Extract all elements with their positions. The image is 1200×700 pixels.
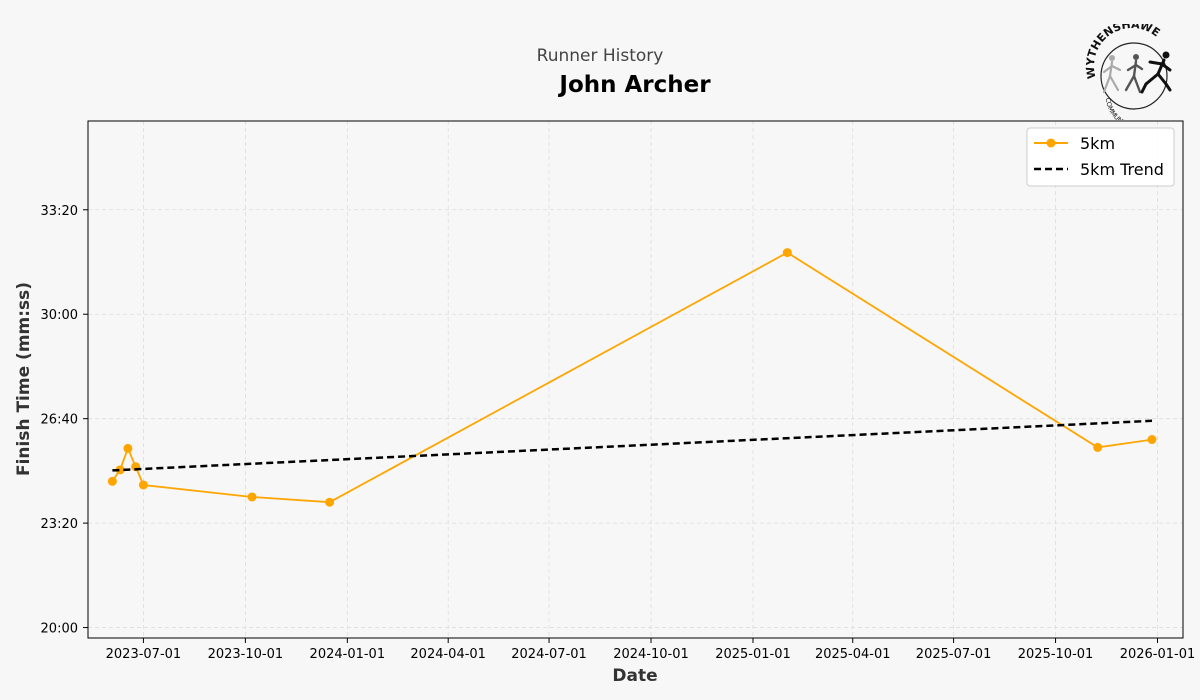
chart-title: John Archer [559, 72, 711, 98]
x-axis-label: Date [612, 666, 657, 686]
data-point-5km [782, 248, 792, 258]
y-axis-label: Finish Time (mm:ss) [14, 282, 34, 476]
data-point-5km [325, 497, 335, 507]
y-tick-label: 20:00 [41, 622, 78, 637]
plot-frame [87, 120, 1184, 639]
data-point-5km [247, 492, 257, 502]
x-tick-label: 2024-07-01 [511, 647, 587, 662]
x-tick-label: 2024-04-01 [410, 647, 486, 662]
x-tick-label: 2024-01-01 [310, 647, 386, 662]
x-tick-label: 2024-10-01 [613, 647, 689, 662]
chart-subtitle: Runner History [536, 46, 664, 66]
x-tick-label: 2023-10-01 [208, 647, 284, 662]
legend-label-5km: 5km [1080, 134, 1115, 153]
y-tick-label: 23:20 [41, 517, 78, 532]
series-line-5km [111, 251, 1153, 504]
legend: 5km 5km Trend [1026, 127, 1175, 187]
x-tick-label: 2023-07-01 [106, 647, 182, 662]
x-tick-label: 2025-07-01 [916, 647, 992, 662]
x-tick-label: 2025-10-01 [1018, 647, 1094, 662]
data-point-5km [1147, 435, 1157, 445]
data-point-5km [123, 443, 133, 453]
x-tick-label: 2025-01-01 [715, 647, 791, 662]
series-line-trend [112, 419, 1153, 472]
wythenshawe-logo-icon: WYTHENSHAWE COMMUNITY RUN [1084, 24, 1172, 120]
data-point-5km [107, 476, 117, 486]
data-point-5km [138, 480, 148, 490]
x-tick-label: 2026-01-01 [1120, 647, 1196, 662]
y-tick-label: 26:40 [41, 413, 78, 428]
y-tick-label: 30:00 [41, 308, 78, 323]
x-tick-label: 2025-04-01 [815, 647, 891, 662]
y-tick-label: 33:20 [41, 204, 78, 219]
legend-marker-5km [1046, 138, 1056, 148]
data-point-5km [115, 465, 125, 475]
legend-label-trend: 5km Trend [1080, 160, 1164, 179]
data-point-5km [1093, 442, 1103, 452]
